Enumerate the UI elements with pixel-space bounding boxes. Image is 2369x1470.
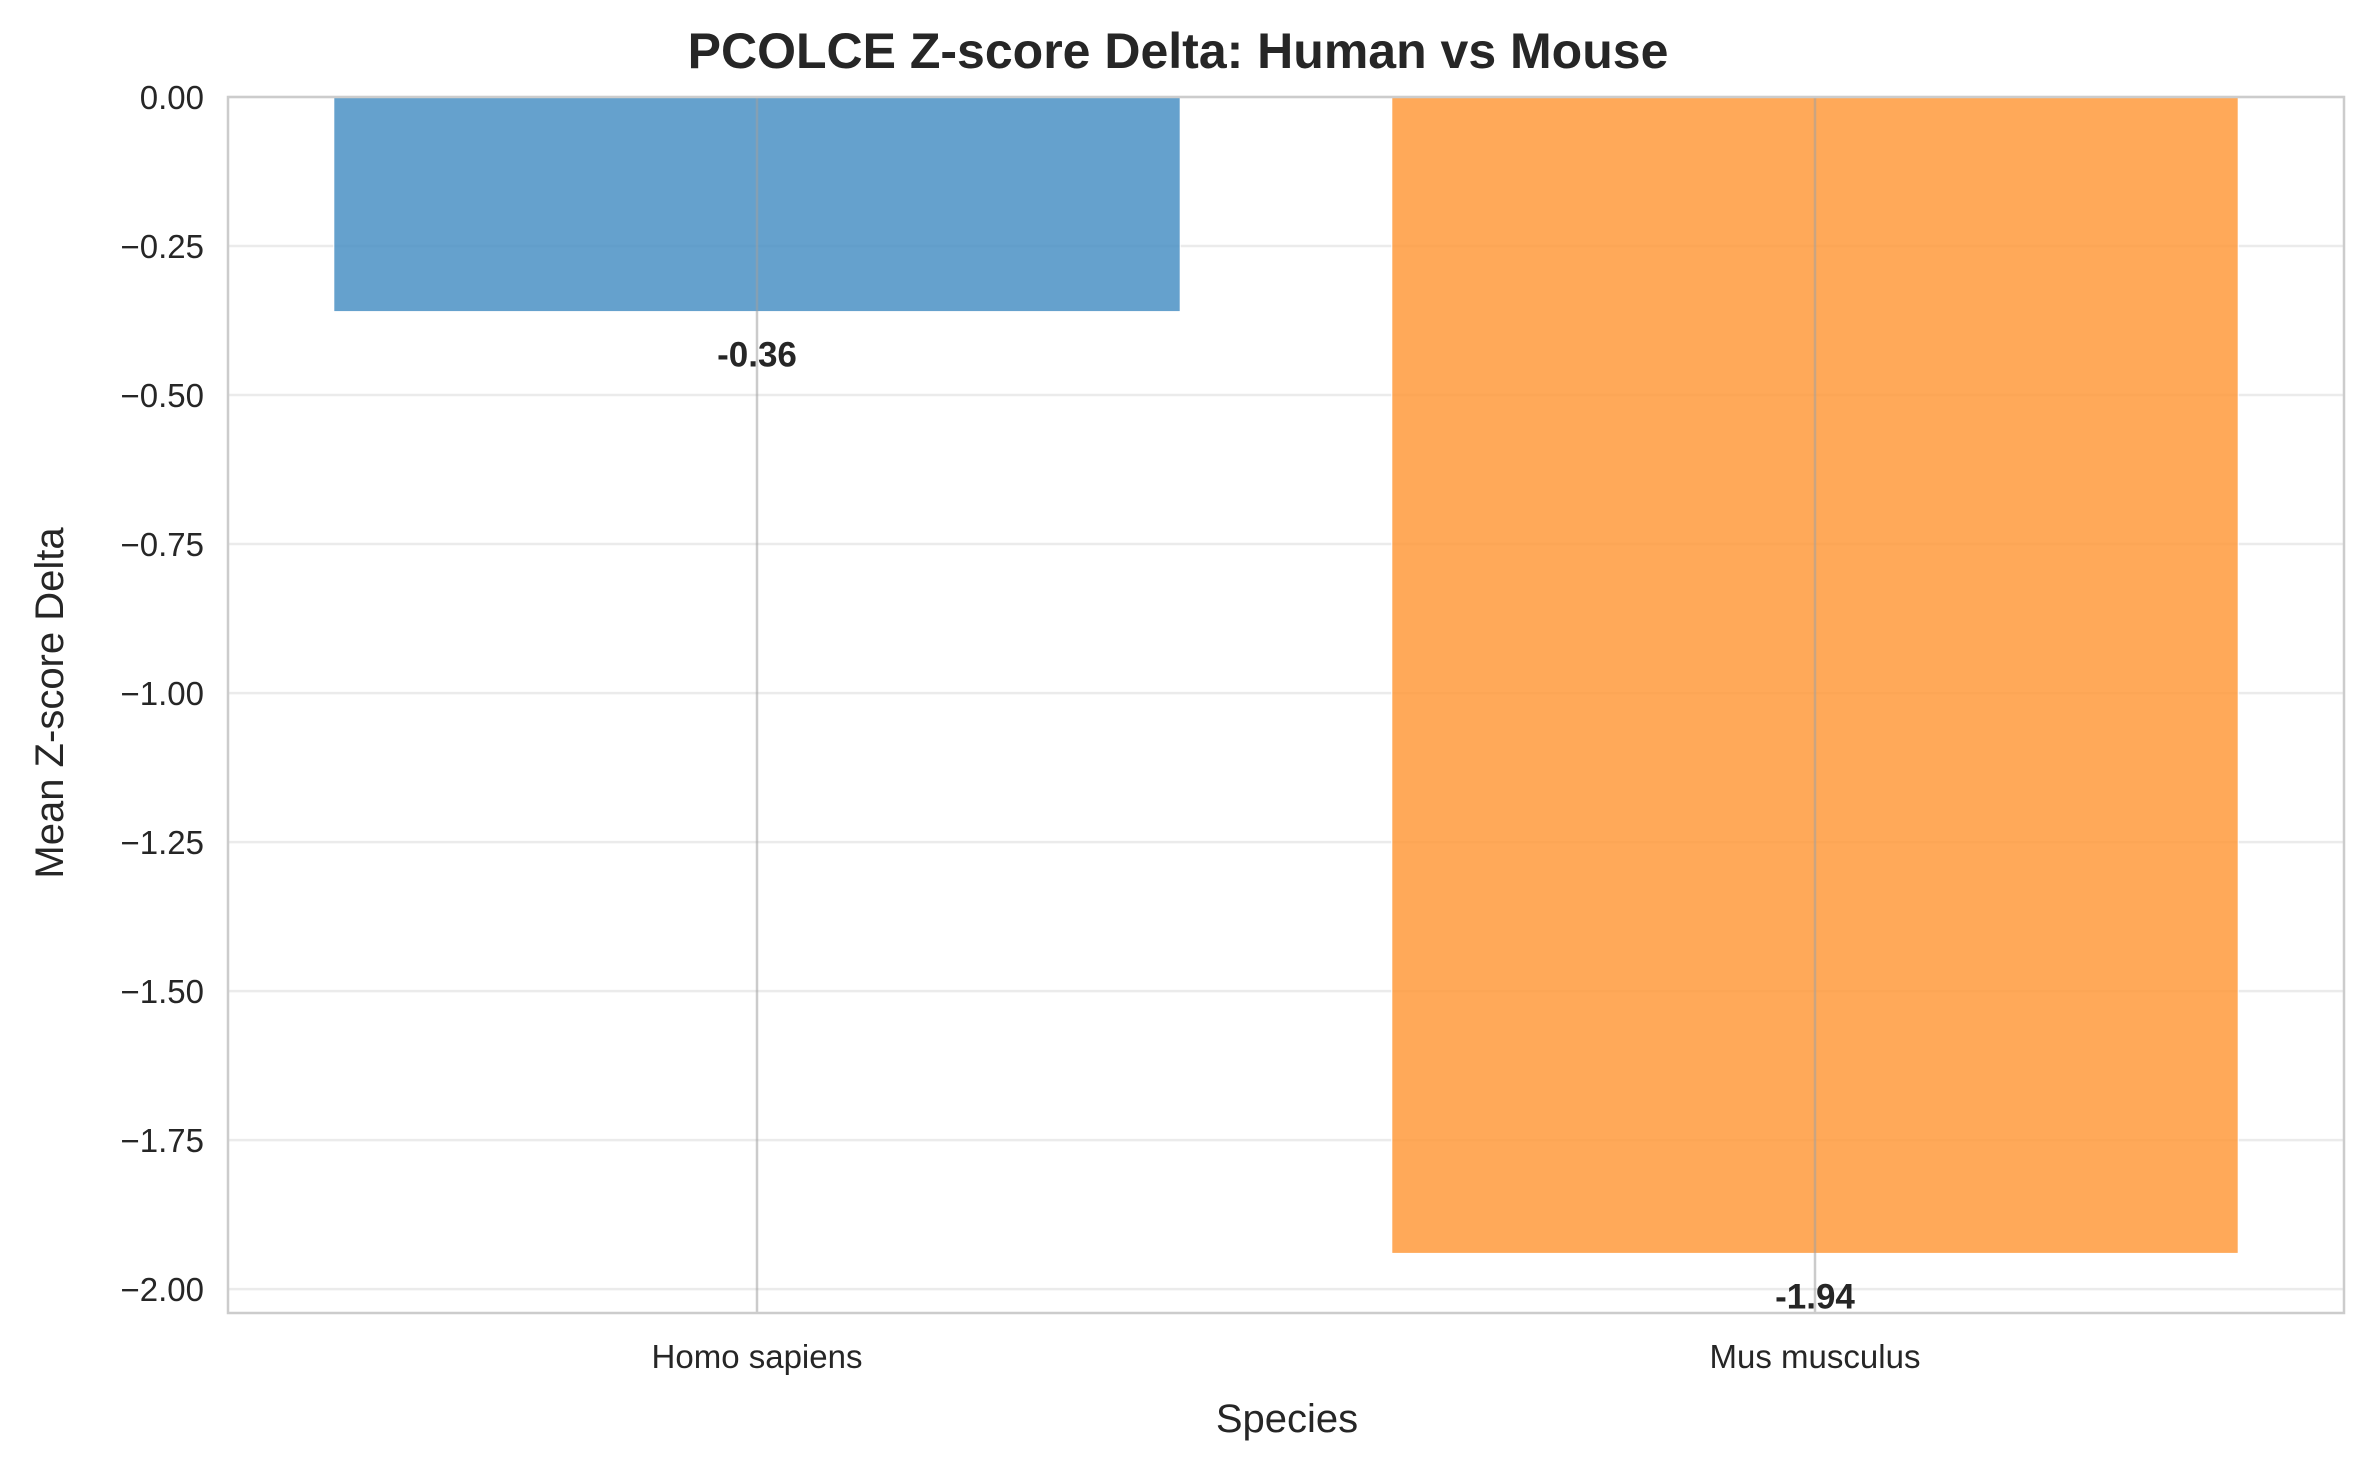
vertical-gridlines [755, 97, 1817, 1313]
x-axis-ticks: Homo sapiens Mus musculus [652, 1338, 1921, 1375]
y-axis-ticks: 0.00 −0.25 −0.50 −0.75 −1.00 −1.25 −1.50 −1.75 −… [121, 79, 205, 1308]
y-tick-label: −1.50 [121, 973, 205, 1010]
x-tick-label: Homo sapiens [652, 1338, 863, 1375]
y-tick-label: −1.25 [121, 824, 205, 861]
data-labels: -0.36 -1.94 [717, 336, 1855, 1317]
y-tick-label: 0.00 [140, 79, 204, 116]
y-tick-label: −0.75 [121, 526, 205, 563]
y-tick-label: −2.00 [121, 1271, 205, 1308]
y-axis-label: Mean Z-score Delta [28, 527, 72, 879]
data-label: -1.94 [1775, 1277, 1855, 1316]
x-tick-label: Mus musculus [1710, 1338, 1921, 1375]
bars [333, 96, 2239, 1254]
y-tick-label: −0.25 [121, 228, 205, 265]
chart-title: PCOLCE Z-score Delta: Human vs Mouse [688, 23, 1669, 79]
y-tick-label: −0.50 [121, 377, 205, 414]
data-label: -0.36 [717, 336, 797, 375]
x-axis-label: Species [1216, 1397, 1358, 1441]
y-tick-label: −1.75 [121, 1122, 205, 1159]
y-tick-label: −1.00 [121, 675, 205, 712]
plot-frame [226, 95, 2346, 1315]
